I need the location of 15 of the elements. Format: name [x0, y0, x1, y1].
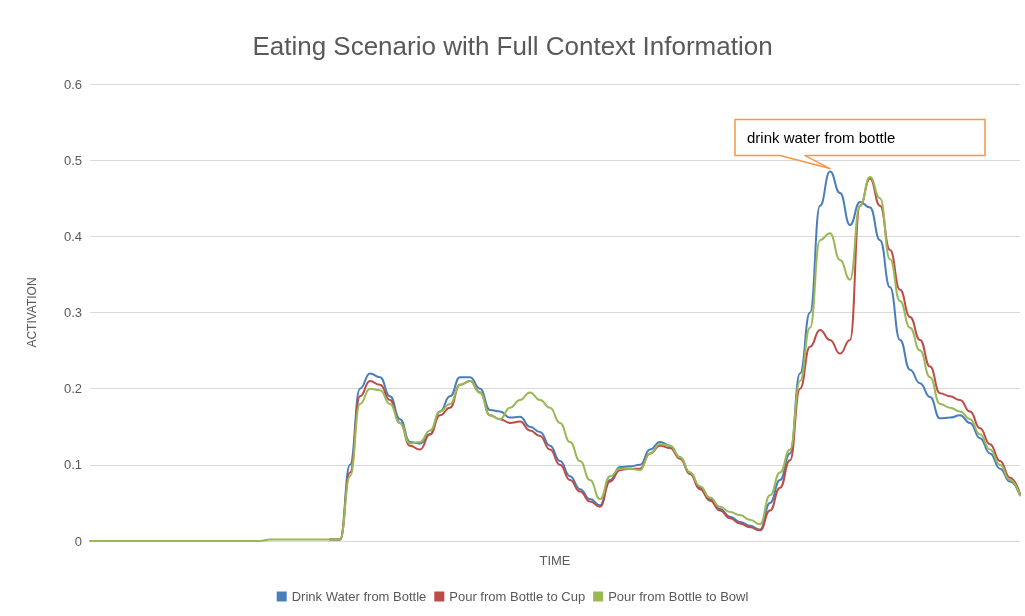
legend-label: Pour from Bottle to Bowl [608, 589, 749, 604]
x-axis-title: TIME [539, 552, 571, 568]
y-tick-label: 0.3 [63, 305, 82, 320]
legend-label: Pour from Bottle to Cup [449, 589, 586, 604]
chart-title: Eating Scenario with Full Context Information [252, 31, 773, 61]
y-tick-label: 0.4 [63, 228, 82, 244]
y-tick-label: 0.2 [63, 381, 82, 397]
y-tick-label: 0.6 [63, 76, 82, 92]
annotation: drink water from bottle [747, 128, 896, 146]
line-series [89, 175, 1021, 542]
y-tick-label: 0.1 [63, 457, 82, 473]
y-tick-label: 0.5 [63, 152, 82, 168]
y-axis-title: ACTIVATION [25, 277, 39, 348]
legend-label: Drink Water from Bottle [291, 589, 427, 604]
y-tick-label: 0 [74, 533, 82, 549]
